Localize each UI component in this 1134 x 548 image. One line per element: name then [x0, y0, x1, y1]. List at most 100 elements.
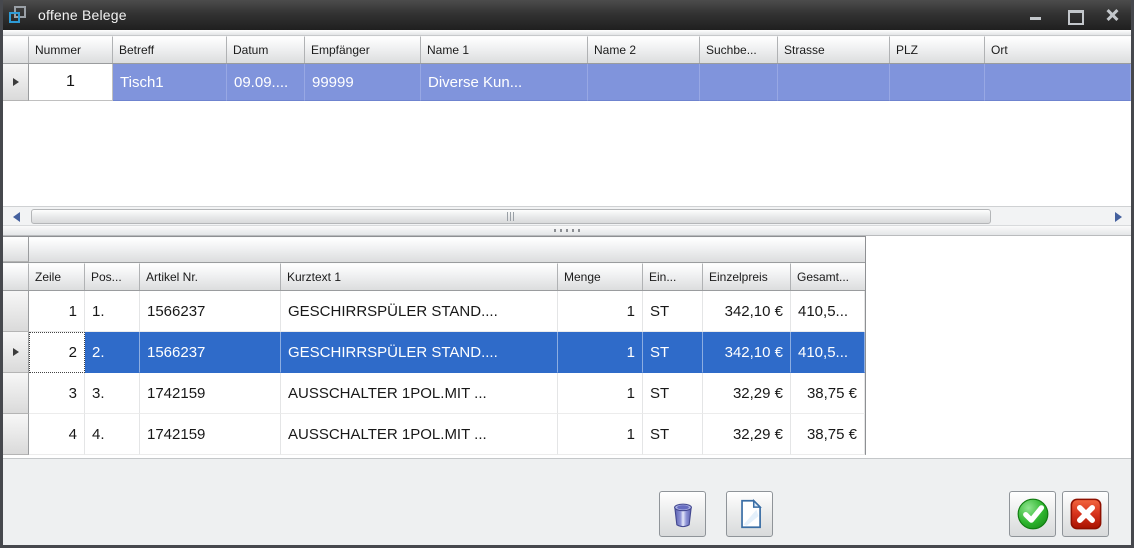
cell-empfaenger[interactable]: 99999 [305, 64, 421, 101]
trash-icon [673, 503, 692, 528]
cell-menge[interactable]: 1 [558, 332, 643, 373]
row-arrow-icon [12, 348, 19, 356]
cell-einzelpreis[interactable]: 342,10 € [703, 332, 791, 373]
row-selector[interactable] [3, 291, 29, 332]
window-title: offene Belege [38, 7, 127, 23]
ok-button[interactable] [1009, 491, 1056, 537]
cell-ort[interactable] [985, 64, 1131, 101]
cell-artikel[interactable]: 1742159 [140, 414, 281, 455]
cell-menge[interactable]: 1 [558, 291, 643, 332]
cell-einheit[interactable]: ST [643, 414, 703, 455]
titlebar: offene Belege [3, 0, 1131, 30]
thumb-grip-icon [506, 212, 516, 221]
footer-panel [3, 458, 1131, 545]
cell-artikel[interactable]: 1742159 [140, 373, 281, 414]
position-row[interactable]: 3 3. 1742159 AUSSCHALTER 1POL.MIT ... 1 … [3, 373, 865, 414]
cell-pos[interactable]: 3. [85, 373, 140, 414]
scroll-left-icon[interactable] [7, 210, 25, 224]
scroll-right-icon[interactable] [1109, 210, 1127, 224]
grid-top-strip [3, 30, 1131, 36]
cell-datum[interactable]: 09.09.... [227, 64, 305, 101]
cell-einheit[interactable]: ST [643, 332, 703, 373]
splitter-grip-icon [554, 229, 580, 232]
column-header-ort[interactable]: Ort [985, 36, 1131, 63]
cell-betreff[interactable]: Tisch1 [113, 64, 227, 101]
cell-einzelpreis[interactable]: 32,29 € [703, 373, 791, 414]
cell-kurztext[interactable]: GESCHIRRSPÜLER STAND.... [281, 332, 558, 373]
column-header-einheit[interactable]: Ein... [643, 263, 703, 290]
cell-einzelpreis[interactable]: 342,10 € [703, 291, 791, 332]
cell-suchbegriff[interactable] [700, 64, 778, 101]
minimize-icon[interactable] [1028, 7, 1044, 23]
cell-kurztext[interactable]: AUSSCHALTER 1POL.MIT ... [281, 373, 558, 414]
column-header-artikel[interactable]: Artikel Nr. [140, 263, 281, 290]
cell-plz[interactable] [890, 64, 985, 101]
cell-menge[interactable]: 1 [558, 373, 643, 414]
cell-gesamt[interactable]: 410,5... [791, 291, 865, 332]
row-selector[interactable] [3, 414, 29, 455]
column-header-suchbegriff[interactable]: Suchbe... [700, 36, 778, 63]
cell-kurztext[interactable]: AUSSCHALTER 1POL.MIT ... [281, 414, 558, 455]
cell-gesamt[interactable]: 38,75 € [791, 373, 865, 414]
row-arrow-icon [12, 78, 19, 86]
column-header-menge[interactable]: Menge [558, 263, 643, 290]
delete-button[interactable] [659, 491, 706, 537]
column-header-name2[interactable]: Name 2 [588, 36, 700, 63]
column-header-pos[interactable]: Pos... [85, 263, 140, 290]
documents-table-header: Nummer Betreff Datum Empfänger Name 1 Na… [3, 36, 1131, 64]
cell-zeile[interactable]: 1 [29, 291, 85, 332]
column-header-einzelpreis[interactable]: Einzelpreis [703, 263, 791, 290]
cell-zeile[interactable]: 4 [29, 414, 85, 455]
band-header [3, 237, 865, 263]
scrollbar-thumb[interactable] [31, 209, 991, 224]
column-header-kurztext[interactable]: Kurztext 1 [281, 263, 558, 290]
cancel-x-icon [1070, 498, 1101, 530]
cell-kurztext[interactable]: GESCHIRRSPÜLER STAND.... [281, 291, 558, 332]
cell-zeile[interactable]: 2 [29, 332, 85, 373]
positions-table: Zeile Pos... Artikel Nr. Kurztext 1 Meng… [3, 236, 866, 455]
cancel-button[interactable] [1062, 491, 1109, 537]
ok-check-icon [1017, 498, 1048, 530]
cell-pos[interactable]: 4. [85, 414, 140, 455]
cell-strasse[interactable] [778, 64, 890, 101]
column-header-zeile[interactable]: Zeile [29, 263, 85, 290]
cell-gesamt[interactable]: 38,75 € [791, 414, 865, 455]
position-row-selected[interactable]: 2 2. 1566237 GESCHIRRSPÜLER STAND.... 1 … [3, 332, 865, 373]
splitter-handle[interactable] [3, 226, 1131, 236]
horizontal-scrollbar[interactable] [3, 206, 1131, 226]
band-fill [29, 237, 865, 262]
close-icon[interactable] [1104, 7, 1120, 23]
cell-artikel[interactable]: 1566237 [140, 332, 281, 373]
new-document-icon [740, 498, 762, 529]
cell-zeile[interactable]: 3 [29, 373, 85, 414]
cell-pos[interactable]: 1. [85, 291, 140, 332]
cell-name1[interactable]: Diverse Kun... [421, 64, 588, 101]
row-selector[interactable] [3, 64, 29, 101]
document-row-selected[interactable]: 1 Tisch1 09.09.... 99999 Diverse Kun... [3, 64, 1131, 101]
column-header-nummer[interactable]: Nummer [29, 36, 113, 63]
new-document-button[interactable] [726, 491, 773, 537]
cell-nummer[interactable]: 1 [29, 64, 113, 101]
cell-einheit[interactable]: ST [643, 373, 703, 414]
column-header-gesamt[interactable]: Gesamt... [791, 263, 865, 290]
cell-artikel[interactable]: 1566237 [140, 291, 281, 332]
row-selector[interactable] [3, 332, 29, 373]
row-selector[interactable] [3, 373, 29, 414]
column-header-datum[interactable]: Datum [227, 36, 305, 63]
cell-menge[interactable]: 1 [558, 414, 643, 455]
cell-name2[interactable] [588, 64, 700, 101]
cell-pos[interactable]: 2. [85, 332, 140, 373]
column-header-empfaenger[interactable]: Empfänger [305, 36, 421, 63]
column-header-strasse[interactable]: Strasse [778, 36, 890, 63]
band-corner-cell [3, 237, 29, 262]
column-header-plz[interactable]: PLZ [890, 36, 985, 63]
cell-einzelpreis[interactable]: 32,29 € [703, 414, 791, 455]
cell-einheit[interactable]: ST [643, 291, 703, 332]
position-row[interactable]: 1 1. 1566237 GESCHIRRSPÜLER STAND.... 1 … [3, 291, 865, 332]
maximize-icon[interactable] [1066, 7, 1084, 25]
column-header-name1[interactable]: Name 1 [421, 36, 588, 63]
column-header-betreff[interactable]: Betreff [113, 36, 227, 63]
position-row[interactable]: 4 4. 1742159 AUSSCHALTER 1POL.MIT ... 1 … [3, 414, 865, 455]
cell-gesamt[interactable]: 410,5... [791, 332, 865, 373]
